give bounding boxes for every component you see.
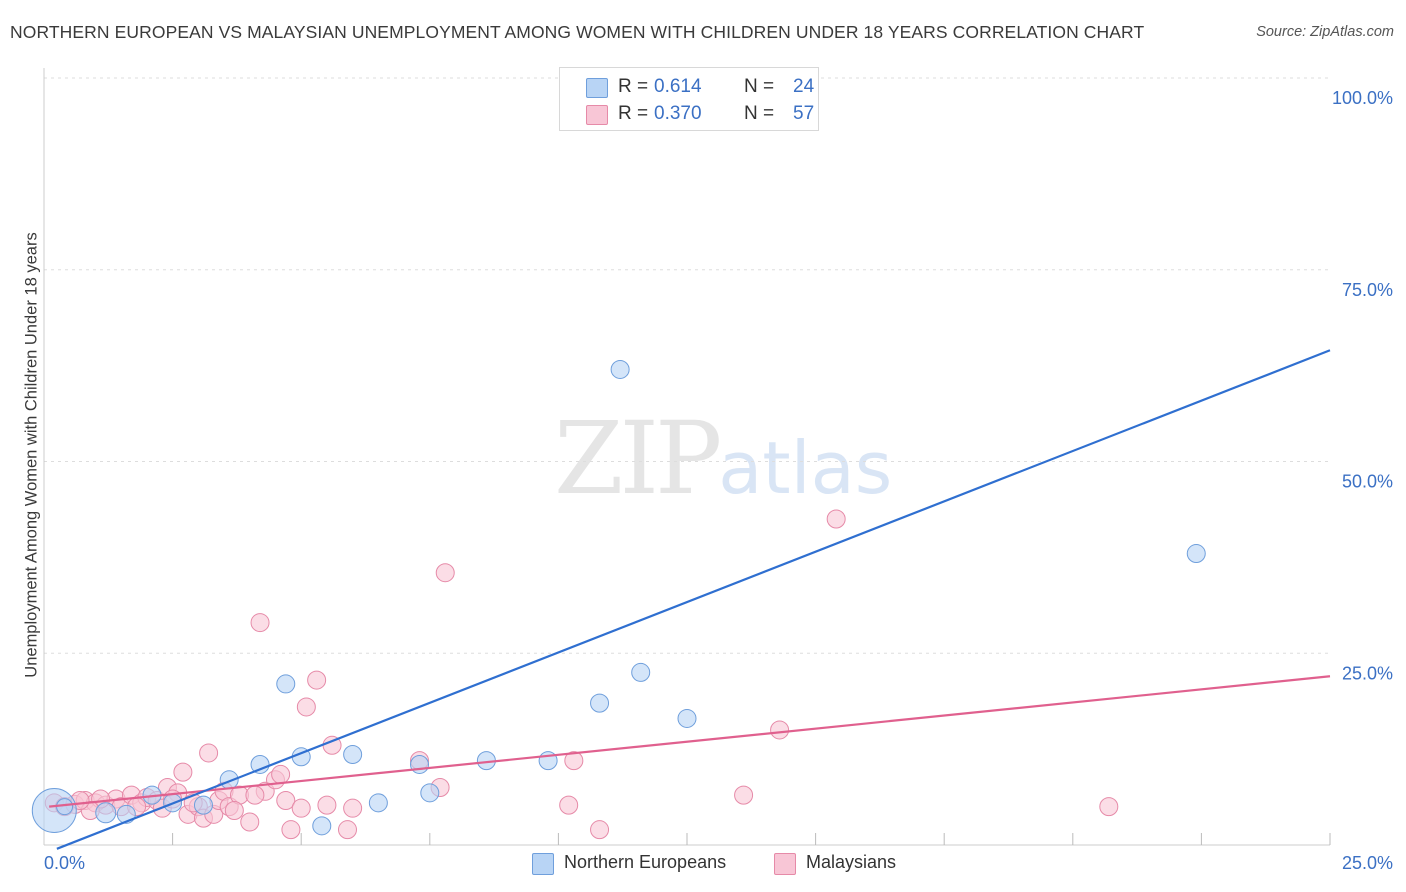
legend-r-value: 0.370 [654,103,702,124]
data-point-malaysians [276,791,296,811]
data-point-malaysians [224,800,244,820]
data-point-malaysians [307,670,327,690]
legend-n-label: N = [744,103,775,124]
data-point-northern-europeans [312,816,332,836]
data-point-malaysians [770,720,790,740]
watermark-zip: ZIP [554,400,722,517]
legend-r-label: R = [618,76,649,97]
legend-swatch-pink [586,105,608,125]
data-point-malaysians [734,785,754,805]
data-point-northern-europeans [677,708,697,728]
x-tick-label: 0.0% [44,853,85,873]
data-point-malaysians [245,785,265,805]
legend-n-value: 57 [793,103,815,124]
data-point-northern-europeans [276,674,296,694]
trend-line-malaysians [49,675,1331,808]
data-point-malaysians [559,795,579,815]
y-axis-label: Unemployment Among Women with Children U… [22,232,41,678]
zipatlas-watermark: ZIPatlas [554,400,892,517]
data-point-malaysians [271,764,291,784]
legend-n-value: 24 [793,76,815,97]
data-point-northern-europeans [590,693,610,713]
data-point-malaysians [590,820,610,840]
legend-swatch-blue [532,853,554,875]
chart-title: NORTHERN EUROPEAN VS MALAYSIAN UNEMPLOYM… [10,22,1145,42]
data-point-northern-europeans [420,783,440,803]
data-point-northern-europeans [631,662,651,682]
legend-label: Northern Europeans [564,852,727,872]
data-point-malaysians [240,812,260,832]
data-point-malaysians [281,820,301,840]
x-tick-label: 25.0% [1342,853,1393,873]
data-point-northern-europeans [368,793,388,813]
legend-n-label: N = [744,76,775,97]
data-point-northern-europeans [410,754,430,774]
legend-swatch-blue [586,78,608,98]
data-point-malaysians [173,762,193,782]
data-point-malaysians [343,798,363,818]
y-tick-label: 75.0% [1342,280,1393,300]
source-credit: Source: ZipAtlas.com [1256,24,1394,40]
y-tick-label: 100.0% [1332,88,1393,108]
data-point-northern-europeans [610,359,630,379]
trend-line-northern-europeans [56,349,1331,850]
data-point-malaysians [337,820,357,840]
watermark-atlas: atlas [718,426,893,510]
legend-swatch-pink [774,853,796,875]
data-point-northern-europeans [250,754,270,774]
data-point-northern-europeans [343,744,363,764]
data-point-malaysians [1099,797,1119,817]
data-point-malaysians [826,509,846,529]
legend-r-value: 0.614 [654,76,702,97]
data-point-malaysians [296,697,316,717]
data-point-malaysians [250,613,270,633]
legend-r-label: R = [618,103,649,124]
data-point-malaysians [435,563,455,583]
data-point-northern-europeans [95,802,117,824]
legend-label: Malaysians [806,852,897,872]
data-point-malaysians [291,798,311,818]
stats-legend: R = 0.614 N = 24 R = 0.370 N = 57 [559,67,819,131]
data-point-northern-europeans [193,795,213,815]
data-point-northern-europeans [1186,544,1206,564]
data-point-malaysians [199,743,219,763]
data-point-malaysians [564,751,584,771]
data-point-malaysians [317,795,337,815]
y-tick-label: 25.0% [1342,663,1393,683]
y-tick-label: 50.0% [1342,472,1393,492]
